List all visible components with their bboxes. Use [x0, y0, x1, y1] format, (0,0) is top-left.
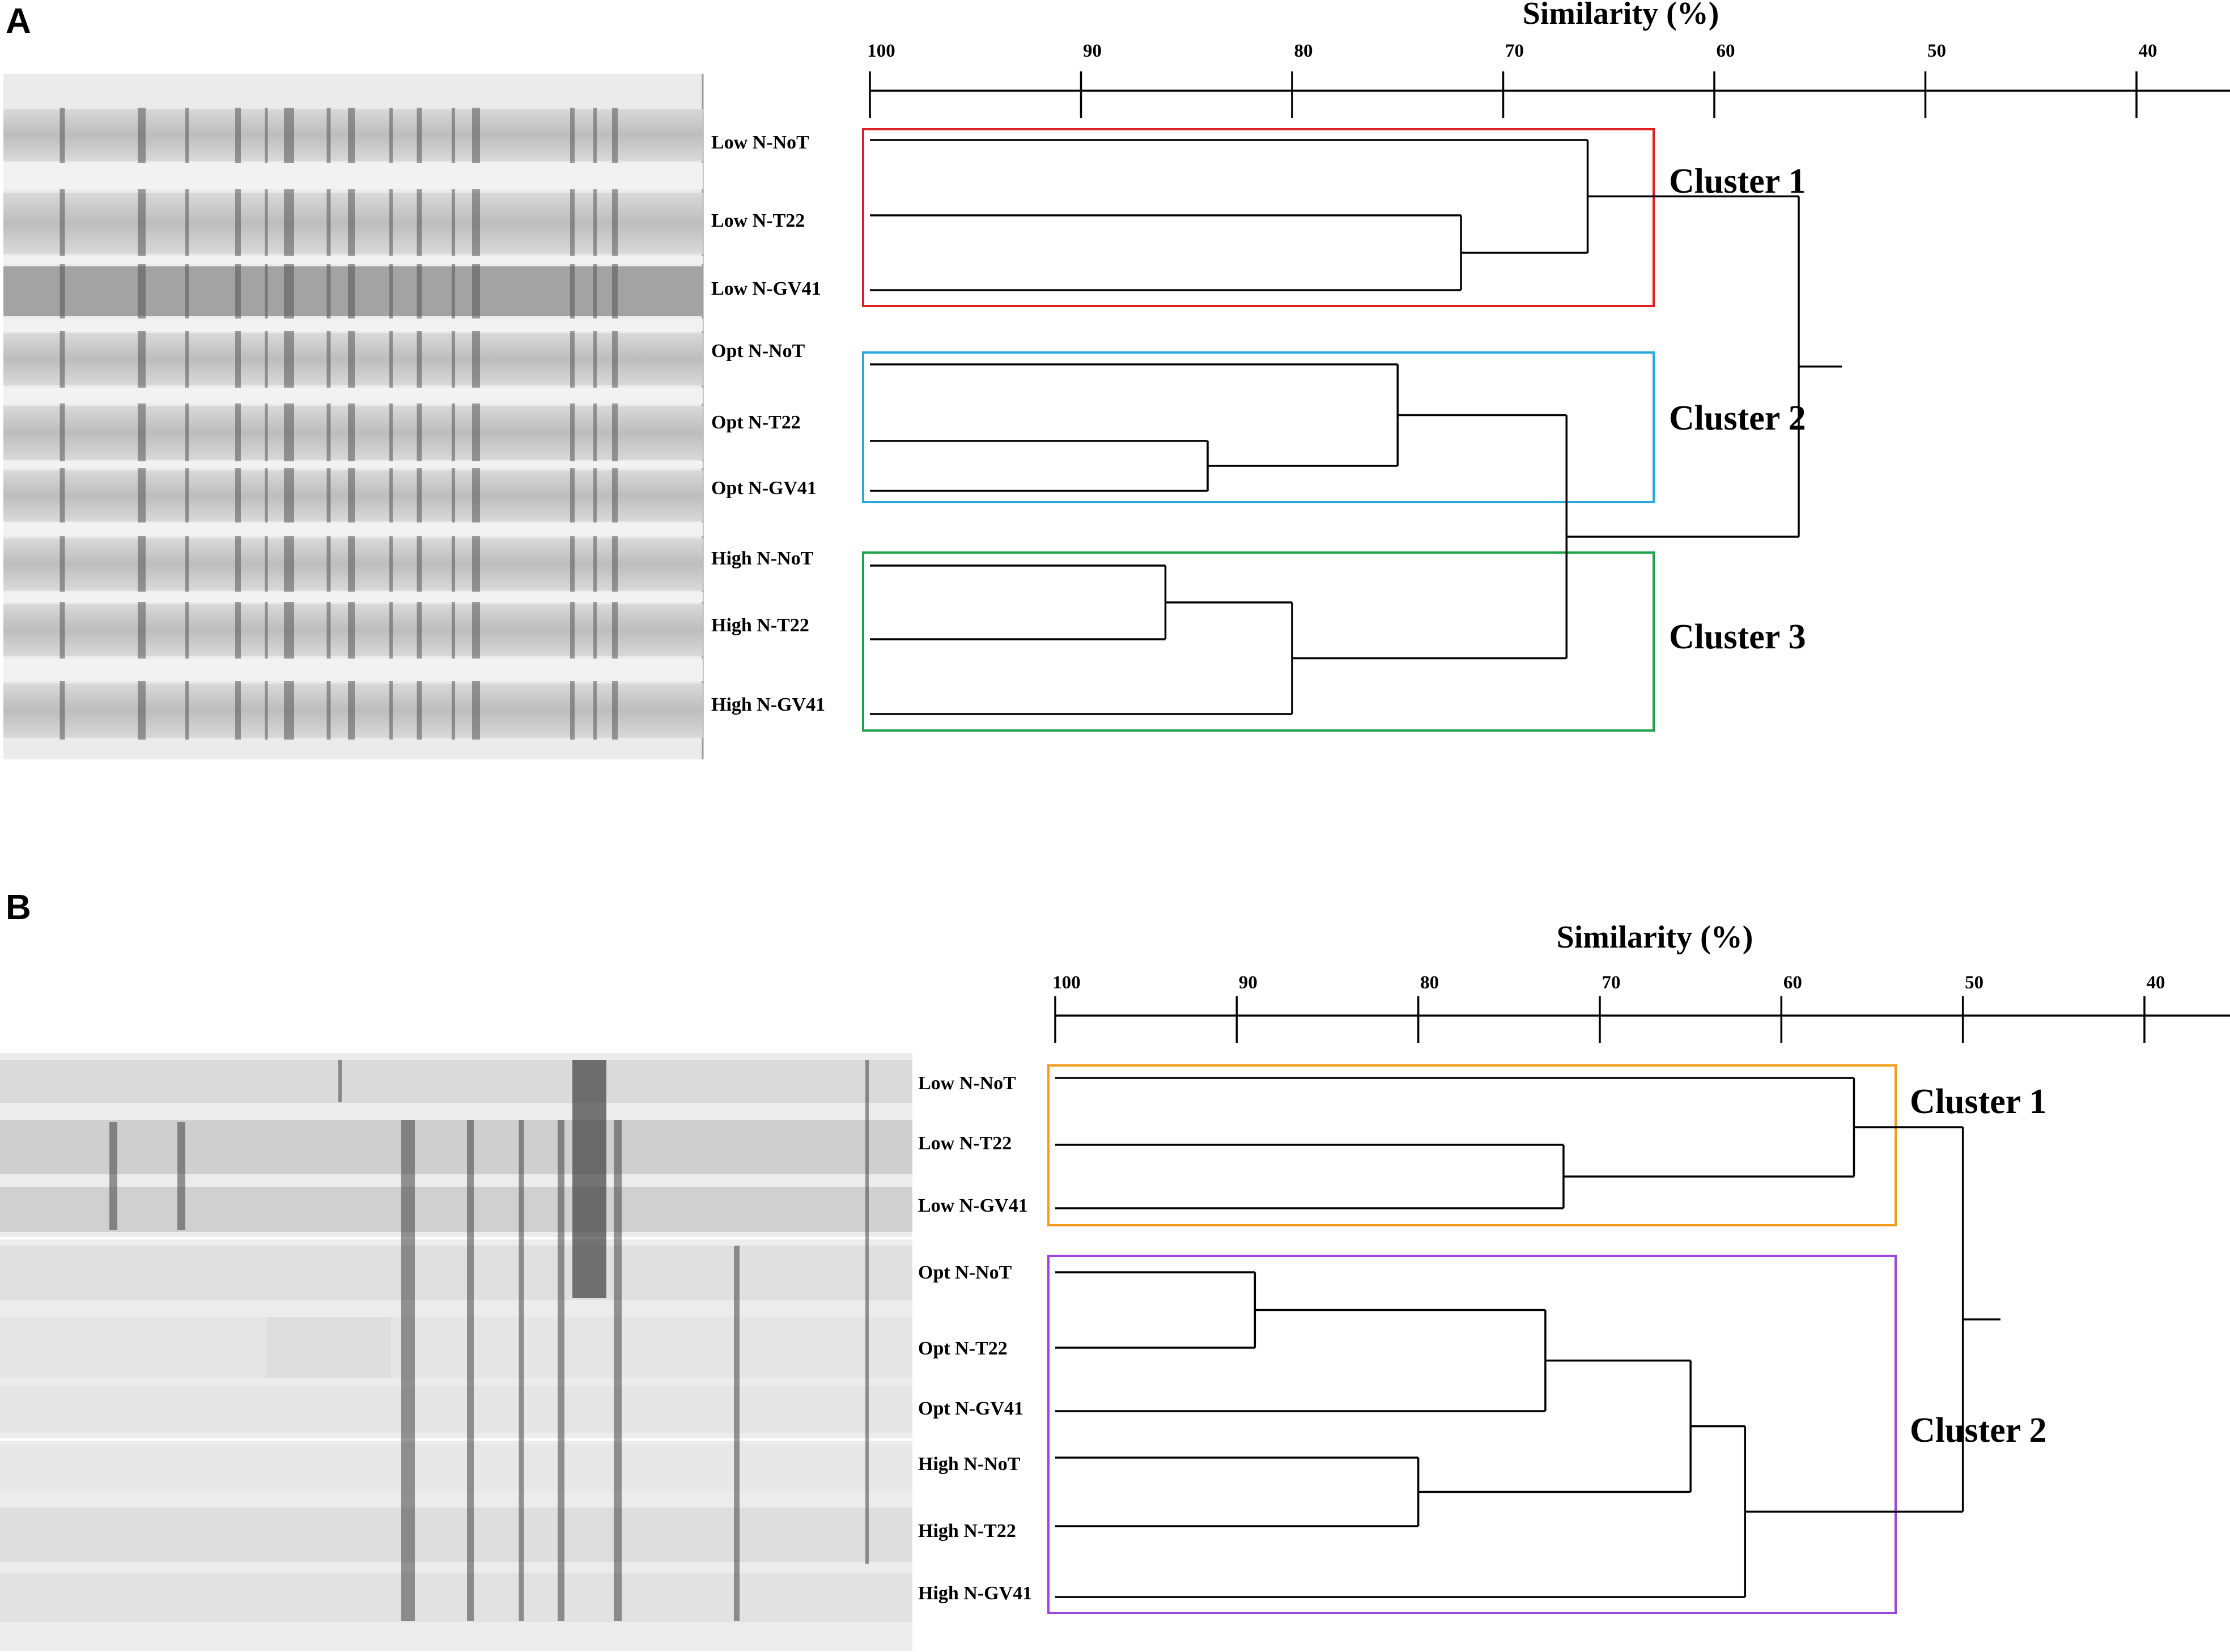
gel-lane [0, 1246, 912, 1300]
gel-lane [0, 1573, 912, 1622]
lane-label: High N-T22 [711, 615, 809, 636]
gel-lane [0, 1187, 912, 1232]
lane-label: Opt N-T22 [711, 412, 801, 433]
cluster-label: Cluster 2 [1910, 1411, 2047, 1450]
gel-lane [0, 1386, 912, 1433]
lane-label: Low N-GV41 [918, 1195, 1028, 1216]
lane-label: Opt N-NoT [711, 341, 805, 362]
cluster-label: Cluster 2 [1669, 399, 1806, 438]
lane-label: Opt N-GV41 [711, 478, 817, 499]
panel-b-dendrogram [1055, 1077, 2000, 1598]
panel-b: B Similarity (%) [0, 888, 2230, 1651]
panel-a-gel-image [3, 74, 704, 759]
tick-label: 80 [1420, 972, 1439, 993]
panel-a-label: A [6, 2, 31, 41]
gel-bands [109, 1060, 869, 1621]
panel-b-clusters: Cluster 1 Cluster 2 [1047, 1064, 2047, 1614]
panel-a-lane-labels: Low N-NoT Low N-T22 Low N-GV41 Opt N-NoT Opt… [711, 132, 825, 715]
lane-label: Low N-T22 [918, 1133, 1012, 1154]
tick-label: 80 [1294, 41, 1313, 61]
panel-b-lane-labels: Low N-NoT Low N-T22 Low N-GV41 Opt N-NoT Opt… [918, 1073, 1032, 1604]
panel-b-gel-image [0, 1053, 912, 1651]
cluster-label: Cluster 3 [1669, 618, 1806, 656]
tick-label: 90 [1083, 41, 1102, 61]
panel-a-axis-title: Similarity (%) [1523, 0, 1719, 31]
lane-label: Low N-T22 [711, 210, 805, 231]
lane-label: High N-NoT [711, 548, 814, 569]
tick-label: 100 [1052, 972, 1081, 993]
tick-label: 50 [1927, 41, 1946, 61]
cluster-box [862, 128, 1655, 307]
lane-label: Opt N-T22 [918, 1338, 1008, 1359]
lane-label: Low N-GV41 [711, 278, 821, 299]
lane-label: Low N-NoT [918, 1073, 1016, 1094]
gel-lane [0, 1444, 912, 1490]
tick-label: 100 [867, 41, 895, 61]
panel-b-axis-title: Similarity (%) [1557, 920, 1753, 955]
tick-label: 90 [1239, 972, 1258, 993]
gel-lane [0, 1120, 912, 1174]
panel-a-clusters: Cluster 1 Cluster 2 Cluster 3 [862, 128, 1806, 732]
cluster-label: Cluster 1 [1910, 1082, 2047, 1121]
lane-label: High N-GV41 [918, 1583, 1032, 1604]
tick-label: 60 [1783, 972, 1802, 993]
gel-smear [266, 1317, 391, 1378]
gel-lane-gaps [3, 163, 703, 681]
tick-label: 70 [1602, 972, 1621, 993]
tick-label: 60 [1717, 41, 1735, 61]
panel-a-similarity-axis: 100 90 80 70 60 50 40 [867, 41, 2230, 118]
lane-label: High N-NoT [918, 1454, 1021, 1475]
panel-b-similarity-axis: 100 90 80 70 60 50 40 [1052, 972, 2230, 1043]
cluster-box [1047, 1255, 1897, 1614]
tick-label: 70 [1505, 41, 1524, 61]
lane-label: Low N-NoT [711, 132, 809, 153]
panel-a-dendrogram [870, 139, 1842, 715]
panel-b-label: B [6, 888, 31, 927]
lane-label: High N-GV41 [711, 694, 825, 715]
panel-a: A Similarity (%) [3, 0, 2230, 759]
lane-label: High N-T22 [918, 1521, 1016, 1541]
gel-lane [0, 1317, 912, 1378]
gel-bands [60, 108, 618, 740]
cluster-label: Cluster 1 [1669, 162, 1806, 201]
gel-lane [0, 1060, 912, 1103]
cluster-box [862, 551, 1655, 732]
lane-label: Opt N-GV41 [918, 1398, 1023, 1419]
tick-label: 40 [2139, 41, 2157, 61]
tick-label: 40 [2147, 972, 2165, 993]
cluster-box [862, 351, 1655, 503]
cluster-box [1047, 1064, 1897, 1226]
gel-lane [0, 1507, 912, 1562]
tick-label: 50 [1965, 972, 1983, 993]
lane-label: Opt N-NoT [918, 1262, 1012, 1283]
